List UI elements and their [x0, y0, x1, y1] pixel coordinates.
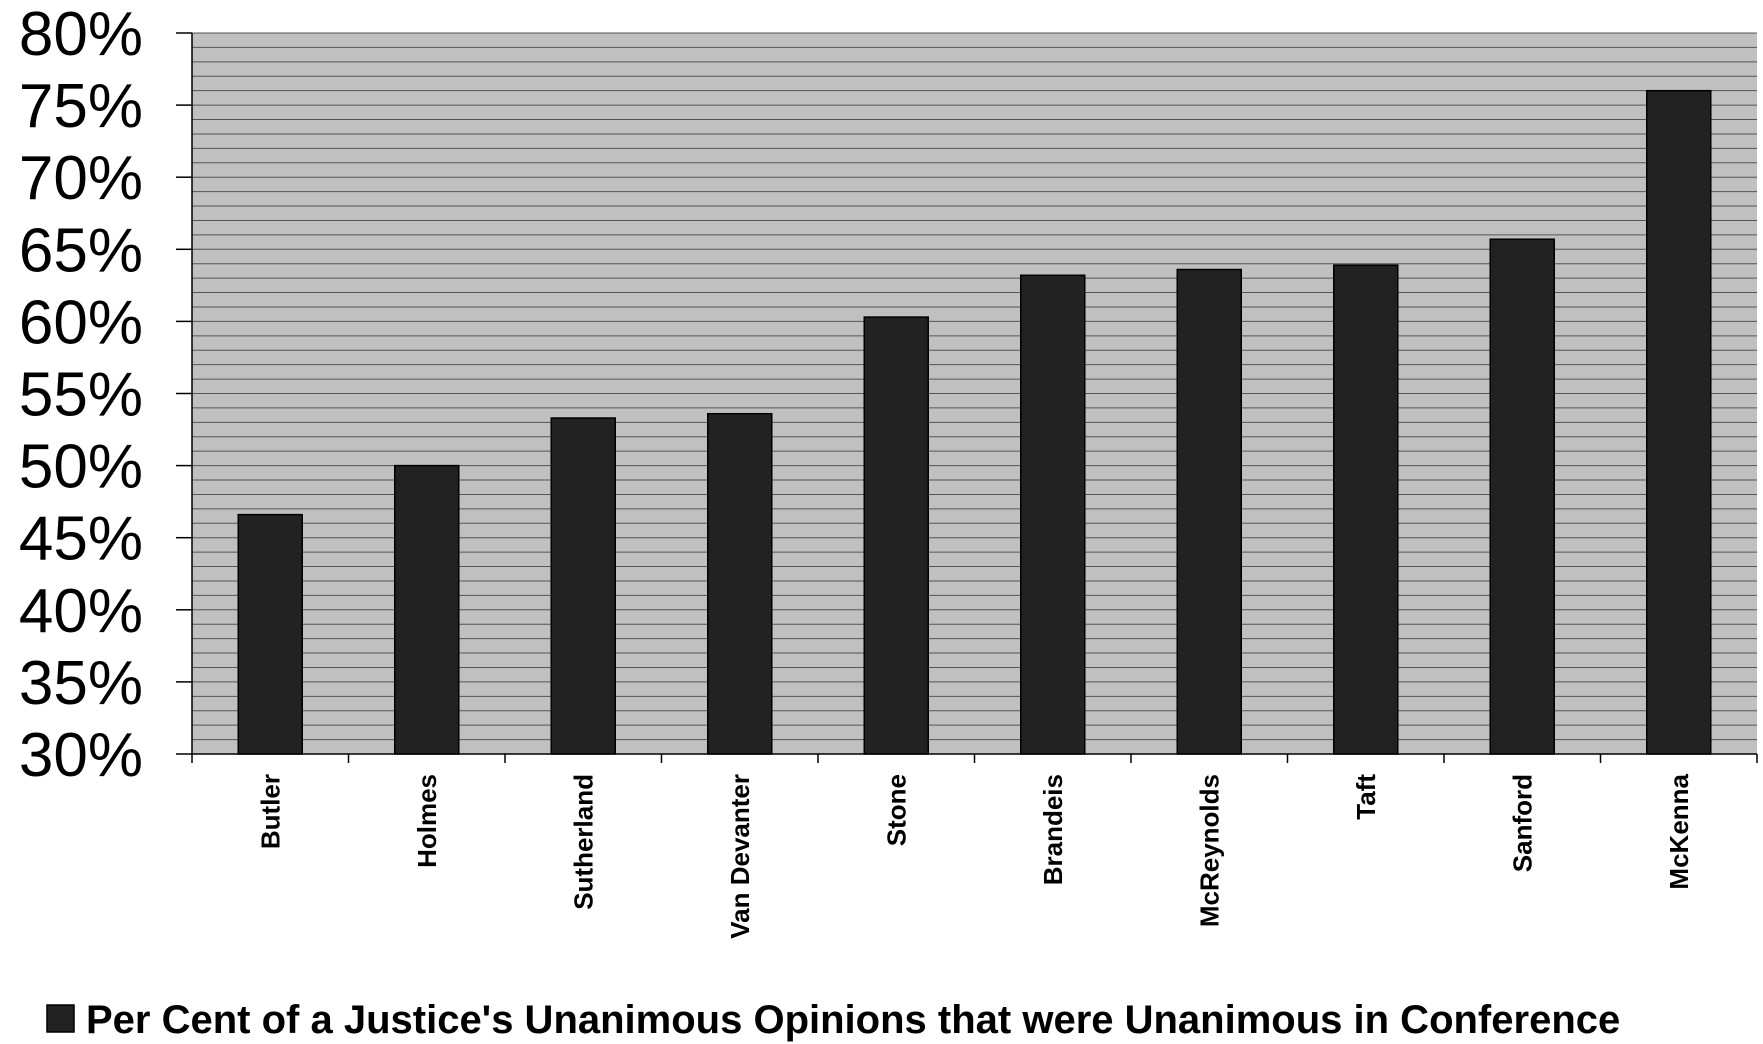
bar-butler	[237, 513, 303, 755]
bar-holmes	[394, 464, 460, 755]
y-tick-label: 80%	[19, 0, 143, 69]
y-tick-label: 50%	[19, 433, 143, 502]
bar-sanford	[1489, 238, 1555, 755]
bars	[237, 89, 1712, 755]
legend: Per Cent of a Justice's Unanimous Opinio…	[46, 998, 1620, 1042]
x-tick-label: Stone	[881, 774, 911, 846]
y-tick-label: 35%	[19, 649, 143, 718]
x-axis-ticks: Butler Holmes Sutherland Van Devanter Stone B…	[191, 754, 1758, 939]
bar-mckenna	[1646, 89, 1712, 755]
bar-sutherland	[550, 417, 616, 755]
legend-label: Per Cent of a Justice's Unanimous Opinio…	[86, 998, 1620, 1042]
y-tick-label: 45%	[19, 505, 143, 574]
x-tick-label: McReynolds	[1194, 774, 1224, 927]
bar-taft	[1333, 264, 1399, 755]
x-tick-label: Butler	[255, 774, 285, 849]
x-tick-label: Brandeis	[1038, 774, 1068, 885]
x-tick-label: McKenna	[1664, 773, 1694, 889]
y-tick-label: 75%	[19, 72, 143, 141]
x-tick-label: Holmes	[412, 774, 442, 868]
y-tick-label: 70%	[19, 144, 143, 213]
x-tick-label: Sutherland	[568, 774, 598, 910]
bar-stone	[863, 316, 929, 755]
y-tick-label: 40%	[19, 577, 143, 646]
y-tick-label: 30%	[19, 721, 143, 790]
y-tick-label: 65%	[19, 216, 143, 285]
bar-van-devanter	[707, 412, 773, 755]
x-tick-label: Taft	[1351, 774, 1381, 820]
bar-brandeis	[1020, 274, 1086, 755]
x-tick-label: Van Devanter	[725, 774, 755, 939]
y-axis-ticks: 30%35%40%45%50%55%60%65%70%75%80%	[19, 0, 192, 790]
x-tick-label: Sanford	[1507, 774, 1537, 872]
legend-swatch	[46, 1004, 75, 1033]
y-tick-label: 55%	[19, 361, 143, 430]
bar-mcreynolds	[1176, 268, 1242, 755]
y-tick-label: 60%	[19, 288, 143, 357]
